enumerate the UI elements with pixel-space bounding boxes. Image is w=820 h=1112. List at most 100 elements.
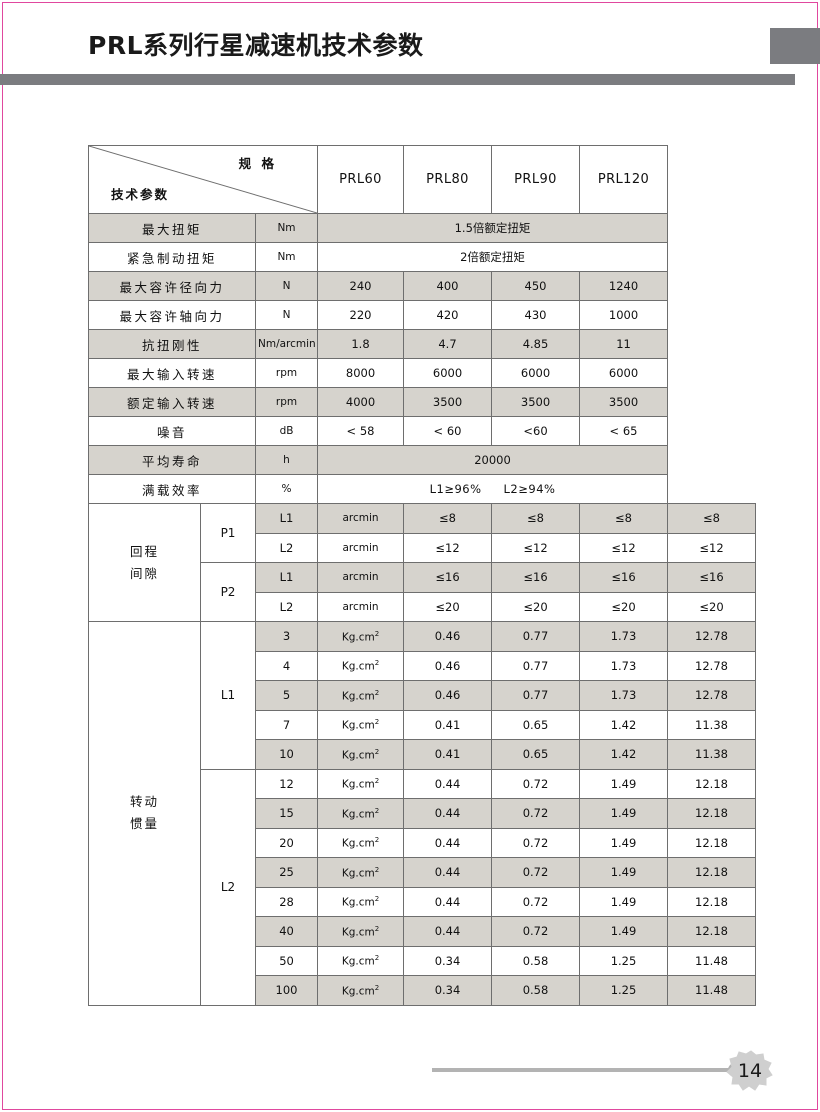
backlash-value-4: ≤16 — [667, 562, 757, 593]
inertia-value-1: 0.41 — [403, 739, 493, 770]
inertia-value-3: 1.49 — [579, 886, 669, 917]
inertia-unit: Kg.cm2 — [317, 739, 405, 770]
inertia-value-1: 0.44 — [403, 916, 493, 947]
inertia-value-4: 11.38 — [667, 709, 757, 740]
footer-rule — [432, 1068, 732, 1072]
inertia-value-4: 12.18 — [667, 857, 757, 888]
backlash-value-3: ≤20 — [579, 591, 669, 622]
inertia-value-2: 0.72 — [491, 798, 581, 829]
spec-row: 最大容许轴向力 N 220 420 430 1000 — [88, 300, 756, 330]
spec-row-label: 最大容许轴向力 — [88, 300, 256, 330]
header-spec-label: 规 格 — [238, 156, 278, 171]
inertia-row: 转动 惯量 L1 3 Kg.cm2 0.46 0.77 1.73 12.78 — [88, 621, 757, 1006]
inertia-row: 25 Kg.cm2 0.44 0.72 1.49 12.18 — [89, 857, 757, 888]
inertia-value-1: 0.34 — [403, 975, 493, 1006]
inertia-ratio-label: 20 — [254, 827, 319, 858]
spec-row: 最大扭矩 Nm 1.5倍额定扭矩 — [88, 213, 756, 243]
spec-row-span-value: 2倍额定扭矩 — [317, 242, 669, 272]
spec-value-2: 400 — [403, 271, 493, 301]
spec-value-2: 3500 — [403, 387, 493, 417]
spec-row-label: 最大扭矩 — [88, 213, 256, 243]
inertia-value-4: 12.18 — [667, 768, 757, 799]
backlash-value-4: ≤12 — [667, 532, 757, 563]
spec-value-3: 430 — [491, 300, 581, 330]
inertia-unit: Kg.cm2 — [317, 709, 405, 740]
inertia-row: L2 12 Kg.cm2 0.44 0.72 1.49 12.18 — [89, 768, 757, 1006]
backlash-unit: arcmin — [317, 503, 405, 534]
spec-row-label: 紧急制动扭矩 — [88, 242, 256, 272]
inertia-value-3: 1.25 — [579, 945, 669, 976]
backlash-row: P2 L1 arcmin ≤16 ≤16 ≤16 ≤16 — [89, 562, 757, 622]
inertia-unit: Kg.cm2 — [317, 857, 405, 888]
spec-value-2: 420 — [403, 300, 493, 330]
backlash-unit: arcmin — [317, 532, 405, 563]
inertia-value-1: 0.34 — [403, 945, 493, 976]
backlash-row: L2 arcmin ≤12 ≤12 ≤12 ≤12 — [89, 532, 757, 563]
spec-value-1: 240 — [317, 271, 405, 301]
spec-value-1: 220 — [317, 300, 405, 330]
spec-value-3: 450 — [491, 271, 581, 301]
inertia-ratio-label: 5 — [254, 680, 319, 711]
backlash-value-2: ≤16 — [491, 562, 581, 593]
inertia-value-3: 1.49 — [579, 768, 669, 799]
backlash-grade-label: L1 — [254, 562, 319, 593]
spec-row: 最大输入转速 rpm 8000 6000 6000 6000 — [88, 358, 756, 388]
spec-row-unit: rpm — [254, 387, 319, 417]
backlash-value-1: ≤20 — [403, 591, 493, 622]
inertia-row: 50 Kg.cm2 0.34 0.58 1.25 11.48 — [89, 945, 757, 976]
spec-row-span-value: 1.5倍额定扭矩 — [317, 213, 669, 243]
spec-value-4: 6000 — [579, 358, 669, 388]
inertia-value-2: 0.77 — [491, 621, 581, 652]
inertia-value-2: 0.58 — [491, 945, 581, 976]
header-corner-block — [770, 28, 820, 64]
inertia-value-2: 0.72 — [491, 827, 581, 858]
inertia-value-1: 0.46 — [403, 650, 493, 681]
inertia-value-3: 1.73 — [579, 680, 669, 711]
spec-value-3: <60 — [491, 416, 581, 446]
diagonal-divider-line — [89, 146, 318, 213]
backlash-grade-label: L1 — [254, 503, 319, 534]
inertia-value-4: 12.78 — [667, 680, 757, 711]
inertia-ratio-label: 25 — [254, 857, 319, 888]
inertia-ratio-label: 3 — [254, 621, 319, 652]
header-param-label: 技术参数 — [111, 187, 170, 202]
spec-row-unit: Nm/arcmin — [254, 329, 319, 359]
spec-row: 紧急制动扭矩 Nm 2倍额定扭矩 — [88, 242, 756, 272]
spec-row-label: 抗扭刚性 — [88, 329, 256, 359]
inertia-value-2: 0.72 — [491, 768, 581, 799]
inertia-group-label: 转动 惯量 — [88, 621, 201, 1006]
spec-value-3: 6000 — [491, 358, 581, 388]
inertia-unit: Kg.cm2 — [317, 886, 405, 917]
inertia-value-3: 1.25 — [579, 975, 669, 1006]
inertia-value-3: 1.49 — [579, 857, 669, 888]
spec-row-unit: h — [254, 445, 319, 475]
inertia-value-3: 1.42 — [579, 739, 669, 770]
inertia-value-2: 0.72 — [491, 916, 581, 947]
inertia-value-2: 0.58 — [491, 975, 581, 1006]
inertia-value-1: 0.44 — [403, 768, 493, 799]
gear-badge-icon — [726, 1050, 773, 1091]
inertia-value-3: 1.49 — [579, 916, 669, 947]
spec-value-2: 6000 — [403, 358, 493, 388]
backlash-precision-label: P2 — [200, 562, 256, 622]
inertia-value-2: 0.72 — [491, 886, 581, 917]
inertia-unit: Kg.cm2 — [317, 798, 405, 829]
inertia-unit: Kg.cm2 — [317, 827, 405, 858]
spec-row-label: 最大容许径向力 — [88, 271, 256, 301]
spec-row-unit: dB — [254, 416, 319, 446]
backlash-grade-label: L2 — [254, 591, 319, 622]
inertia-value-1: 0.46 — [403, 621, 493, 652]
backlash-value-2: ≤12 — [491, 532, 581, 563]
spec-row-unit: rpm — [254, 358, 319, 388]
spec-value-1: 8000 — [317, 358, 405, 388]
inertia-value-2: 0.72 — [491, 857, 581, 888]
model-header-4: PRL120 — [579, 145, 669, 214]
inertia-value-4: 12.18 — [667, 798, 757, 829]
inertia-value-1: 0.46 — [403, 680, 493, 711]
spec-value-1: < 58 — [317, 416, 405, 446]
model-header-3: PRL90 — [491, 145, 581, 214]
inertia-value-4: 12.18 — [667, 886, 757, 917]
spec-row-label: 噪音 — [88, 416, 256, 446]
backlash-value-3: ≤12 — [579, 532, 669, 563]
inertia-ratio-label: 15 — [254, 798, 319, 829]
